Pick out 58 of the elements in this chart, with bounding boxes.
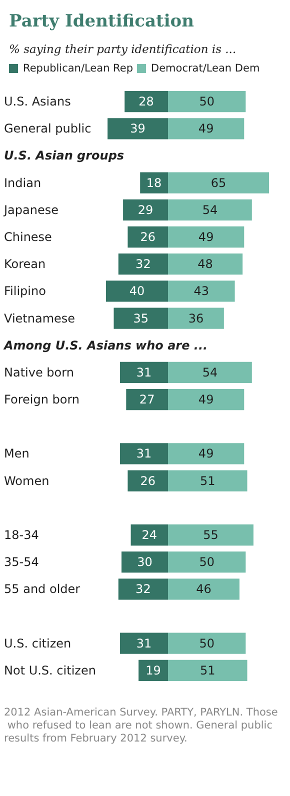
data-label: 40 (129, 284, 145, 298)
y-tick-label: 35-54 (4, 555, 39, 570)
y-tick-label: U.S. citizen (4, 636, 72, 650)
y-tick-label: U.S. Asians (4, 94, 71, 109)
data-label: 31 (136, 365, 152, 380)
y-tick-label: Men (4, 446, 30, 461)
data-label: 43 (194, 284, 210, 298)
data-label: 30 (137, 555, 152, 570)
data-label: 18 (146, 176, 162, 190)
text: 2012 Asian-American Survey. PARTY, PARYLN. Those who refused to lean are not shown. General public results from February 2012 survey. (4, 706, 278, 744)
data-label: 29 (138, 202, 154, 217)
y-tick-label: Women (4, 474, 50, 488)
chart-title: Party Identification (9, 12, 194, 32)
y-tick-label: Vietnamese (4, 311, 76, 326)
data-label: 55 (203, 528, 218, 542)
y-tick-label: Indian (4, 176, 42, 190)
data-label: 32 (136, 257, 151, 272)
y-tick-label: Filipino (4, 284, 46, 298)
data-label: 54 (202, 365, 218, 380)
data-label: 48 (198, 257, 213, 272)
y-tick-label: Not U.S. citizen (4, 663, 96, 678)
data-label: 49 (198, 392, 214, 407)
data-label: 50 (199, 636, 214, 650)
y-tick-label: 55 and older (4, 582, 80, 596)
data-label: 31 (136, 446, 152, 461)
data-label: 24 (142, 528, 158, 542)
y-tick-label: Korean (4, 257, 46, 272)
data-label: 36 (188, 311, 204, 326)
data-label: 31 (136, 636, 152, 650)
data-label: 51 (200, 663, 216, 678)
data-label: 39 (130, 122, 146, 136)
legend-label: Democrat/Lean Dem (151, 62, 260, 74)
data-label: 49 (198, 446, 214, 461)
data-label: 51 (200, 474, 216, 488)
chart-subtitle: % saying their party identification is ... (9, 42, 236, 56)
y-tick-label: U.S. Asian groups (4, 148, 124, 163)
data-label: 28 (138, 94, 154, 109)
data-label: 32 (136, 582, 151, 596)
y-tick-label: Japanese (3, 202, 58, 217)
data-label: 49 (198, 122, 214, 136)
y-tick-label: 18-34 (4, 528, 39, 542)
data-label: 26 (140, 474, 156, 488)
data-label: 19 (146, 663, 161, 678)
data-label: 50 (199, 555, 214, 570)
data-label: 49 (198, 230, 214, 244)
y-tick-label: Foreign born (4, 392, 80, 407)
legend-label: Republican/Lean Rep (23, 62, 134, 74)
data-label: 65 (210, 176, 226, 190)
data-label: 54 (202, 202, 218, 217)
y-tick-label: Native born (4, 365, 74, 380)
data-label: 35 (133, 311, 149, 326)
data-label: 50 (199, 94, 214, 109)
data-label: 46 (196, 582, 212, 596)
y-tick-label: Chinese (4, 230, 52, 244)
y-tick-label: General public (4, 122, 92, 136)
data-label: 27 (139, 392, 155, 407)
y-tick-label: Among U.S. Asians who are ... (3, 338, 208, 352)
data-label: 26 (140, 230, 156, 244)
